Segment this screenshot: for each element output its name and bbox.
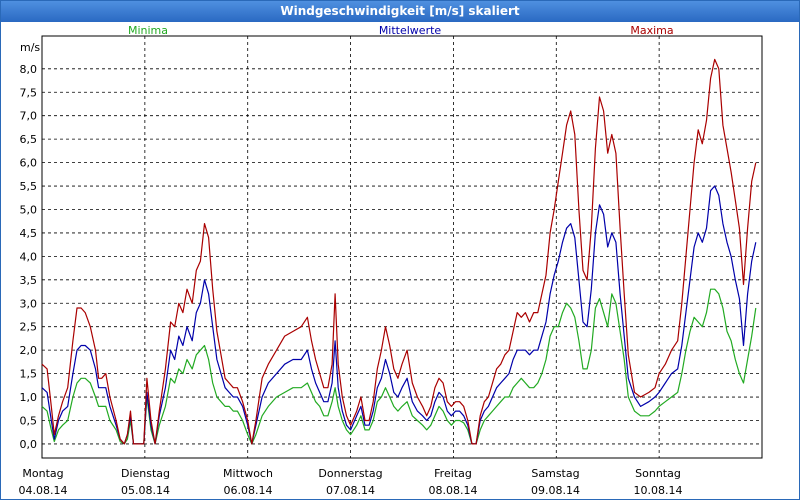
day-name-label: Donnerstag [318,467,382,480]
y-tick-label: 1,0 [20,391,38,404]
y-tick-label: 5,5 [20,180,38,193]
y-tick-label: 0,5 [20,414,38,427]
day-name-label: Montag [22,467,63,480]
window-title: Windgeschwindigkeit [m/s] skaliert [1,1,799,22]
day-name-label: Samstag [531,467,579,480]
day-date-label: 07.08.14 [326,484,375,497]
day-date-label: 05.08.14 [121,484,170,497]
y-tick-label: 6,5 [20,133,38,146]
day-date-label: 10.08.14 [634,484,683,497]
plot-area [41,35,763,459]
y-tick-label: 7,0 [20,110,38,123]
legend-minima: Minima [128,24,168,37]
y-tick-label: 4,5 [20,227,38,240]
day-name-label: Sonntag [635,467,681,480]
day-name-label: Dienstag [121,467,170,480]
y-tick-label: 2,5 [20,321,38,334]
legend-maxima: Maxima [630,24,673,37]
legend-mittelwerte: Mittelwerte [379,24,442,37]
day-date-label: 04.08.14 [19,484,68,497]
y-tick-label: 3,0 [20,297,38,310]
y-tick-label: 4,0 [20,250,38,263]
day-date-label: 09.08.14 [531,484,580,497]
y-tick-label: 7,5 [20,86,38,99]
y-tick-label: 5,0 [20,203,38,216]
day-name-label: Freitag [434,467,472,480]
y-tick-label: 8,0 [20,63,38,76]
day-date-label: 08.08.14 [429,484,478,497]
day-date-label: 06.08.14 [224,484,273,497]
wind-speed-chart: 0,0 0,5 1,0 1,5 2,0 2,5 3,0 3,5 4,0 4,5 5,0 5,5 6,0 6… [19,24,763,497]
y-tick-label: 2,0 [20,344,38,357]
day-name-label: Mittwoch [223,467,273,480]
series-line-maxima [41,58,757,445]
y-tick-label: 3,5 [20,274,38,287]
y-tick-label: 1,5 [20,368,38,381]
y-tick-label: 6,0 [20,157,38,170]
y-axis-unit: m/s [20,41,40,54]
y-tick-label: 0,0 [20,438,38,451]
